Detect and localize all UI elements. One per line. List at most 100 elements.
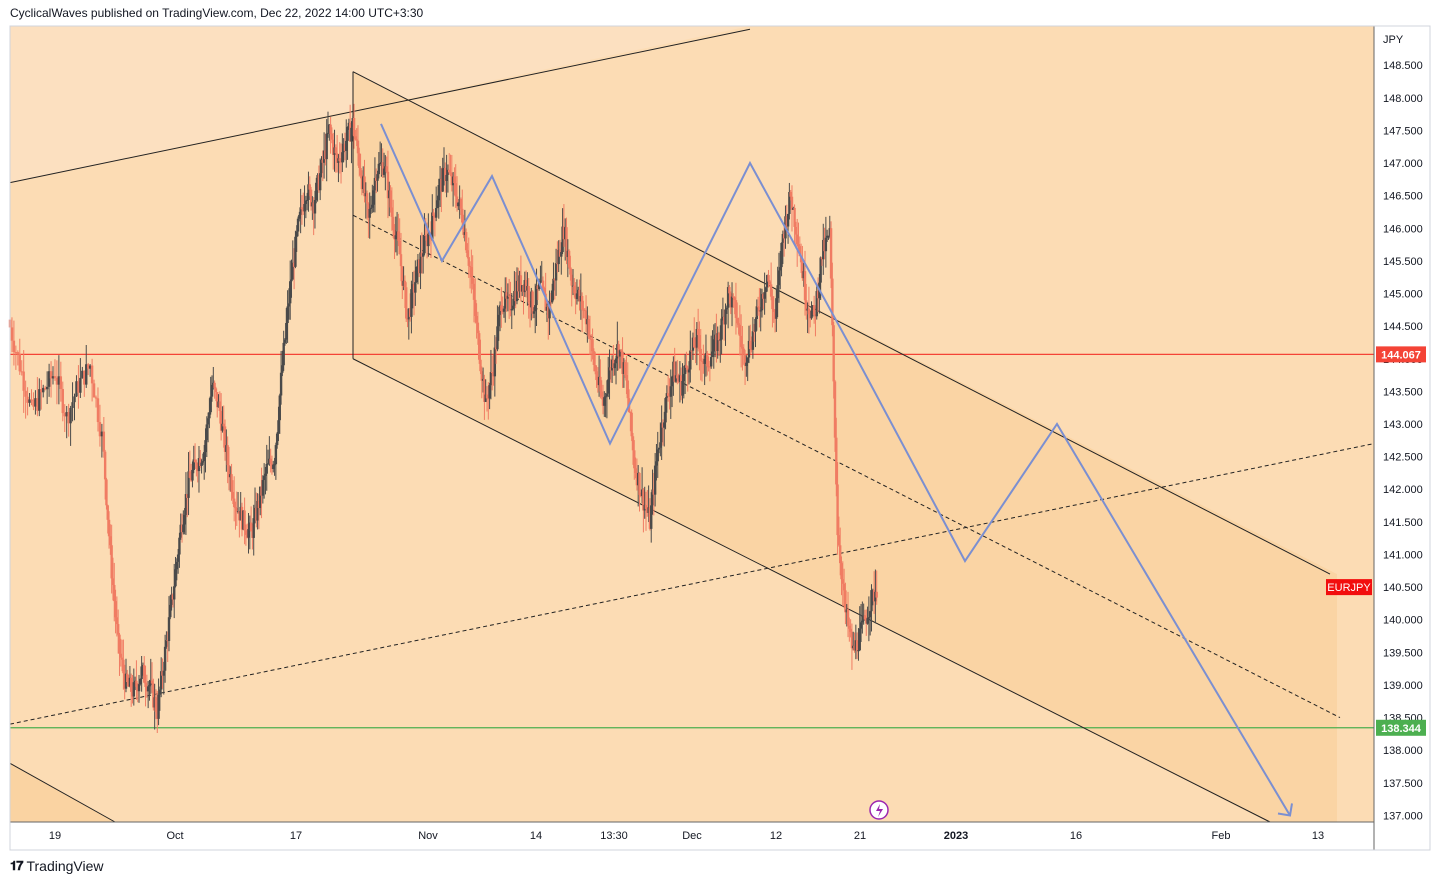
trendline-dashed bbox=[9, 443, 1375, 725]
candle-body bbox=[674, 375, 678, 382]
candle-body bbox=[651, 489, 654, 506]
candle-body bbox=[289, 281, 292, 304]
candle-body bbox=[261, 480, 265, 496]
candle-body bbox=[342, 143, 345, 153]
candle-body bbox=[123, 673, 126, 689]
candle-body bbox=[811, 305, 815, 311]
candle-body bbox=[303, 204, 306, 212]
candle-body bbox=[317, 175, 321, 191]
candle-body bbox=[239, 506, 242, 521]
y-tick-label: 146.000 bbox=[1383, 223, 1423, 235]
candle-body bbox=[799, 256, 803, 263]
candle-body bbox=[238, 511, 241, 521]
candle-body bbox=[425, 235, 429, 247]
candle-body bbox=[769, 284, 773, 297]
candle-body bbox=[451, 176, 455, 186]
candle-body bbox=[197, 458, 201, 472]
level-price-label: 138.344 bbox=[1381, 723, 1422, 735]
candle-body bbox=[302, 209, 305, 212]
candle-body bbox=[756, 306, 760, 308]
candle-body bbox=[504, 292, 507, 309]
candle-body bbox=[393, 229, 396, 240]
candle-body bbox=[373, 177, 377, 191]
candle-body bbox=[167, 617, 171, 641]
candle-body bbox=[556, 263, 559, 265]
candle-body bbox=[855, 640, 859, 651]
candle-body bbox=[234, 507, 237, 509]
candle-body bbox=[776, 285, 779, 299]
candle-body bbox=[840, 563, 843, 580]
candle-body bbox=[385, 166, 388, 172]
candle-body bbox=[683, 365, 687, 375]
candle-body bbox=[728, 287, 731, 294]
candle-body bbox=[528, 302, 532, 308]
y-tick-label: 140.500 bbox=[1383, 582, 1423, 594]
candle-body bbox=[717, 333, 721, 341]
candle-body bbox=[547, 306, 550, 319]
candle-body bbox=[565, 227, 568, 258]
candle-body bbox=[275, 433, 279, 446]
y-tick-label: 139.000 bbox=[1383, 680, 1423, 692]
candle-body bbox=[313, 200, 317, 214]
candle-body bbox=[277, 420, 280, 434]
candle-body bbox=[81, 370, 84, 378]
candle-body bbox=[531, 291, 534, 314]
candle-body bbox=[153, 697, 156, 708]
candle-body bbox=[75, 381, 78, 397]
candle-body bbox=[225, 445, 228, 452]
candle-body bbox=[133, 680, 137, 683]
candle-body bbox=[282, 342, 285, 366]
candle-body bbox=[467, 257, 470, 266]
candle-body bbox=[803, 271, 807, 301]
candle-body bbox=[703, 358, 706, 364]
candle-body bbox=[746, 357, 749, 363]
candle-body bbox=[599, 376, 602, 392]
candle-body bbox=[71, 402, 74, 408]
candle-body bbox=[820, 257, 824, 260]
x-tick-label: 14 bbox=[530, 830, 542, 842]
candle-body bbox=[642, 489, 645, 511]
candle-body bbox=[831, 278, 834, 326]
candle-body bbox=[680, 375, 683, 396]
candle-body bbox=[158, 689, 162, 695]
candle-body bbox=[548, 300, 551, 319]
candle-body bbox=[270, 463, 274, 469]
candle-body bbox=[210, 384, 214, 397]
candle-body bbox=[341, 152, 344, 163]
candle-body bbox=[673, 361, 676, 382]
x-tick-label: 19 bbox=[49, 830, 61, 842]
candle-body bbox=[441, 168, 444, 192]
y-tick-label: 137.500 bbox=[1383, 778, 1423, 790]
candle-body bbox=[287, 303, 291, 307]
candle-body bbox=[785, 216, 788, 227]
candle-body bbox=[823, 239, 826, 252]
candle-body bbox=[180, 524, 184, 533]
candle-body bbox=[100, 431, 104, 437]
candle-body bbox=[766, 275, 769, 288]
candle-body bbox=[131, 691, 134, 697]
candle-body bbox=[857, 650, 860, 652]
candle-body bbox=[455, 196, 459, 207]
candle-body bbox=[171, 594, 175, 600]
candle-body bbox=[476, 322, 480, 334]
candle-body bbox=[824, 237, 828, 252]
candle-body bbox=[424, 234, 427, 236]
candle-body bbox=[157, 694, 160, 719]
candle-body bbox=[773, 312, 777, 319]
candle-body bbox=[216, 392, 219, 408]
candle-body bbox=[622, 362, 626, 374]
candle-body bbox=[780, 242, 783, 268]
candle-body bbox=[768, 281, 772, 285]
candle-body bbox=[724, 309, 727, 325]
candle-body bbox=[664, 398, 667, 423]
candle-body bbox=[454, 183, 457, 197]
candle-body bbox=[582, 309, 585, 311]
candle-body bbox=[695, 328, 699, 348]
candle-body bbox=[814, 314, 817, 317]
level-price-tag bbox=[1376, 346, 1426, 363]
candle-body bbox=[569, 267, 572, 275]
candle-body bbox=[470, 267, 473, 278]
candle-body bbox=[836, 484, 839, 536]
candle-body bbox=[749, 340, 752, 350]
